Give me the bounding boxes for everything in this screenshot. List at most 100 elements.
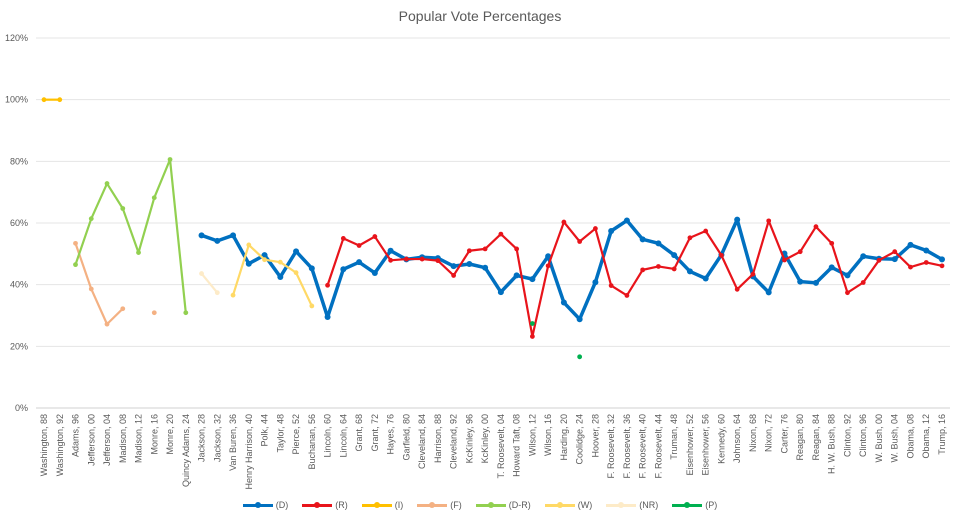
legend-swatch (475, 501, 506, 508)
legend-item: (I) (361, 500, 404, 510)
data-point (325, 282, 330, 288)
data-point (623, 217, 630, 224)
data-point (845, 290, 850, 296)
legend-label: (NR) (639, 500, 659, 510)
data-point (230, 292, 236, 298)
series-line (326, 219, 943, 338)
data-point (104, 181, 110, 186)
data-point (198, 232, 205, 239)
x-tick-label: Howard Taft, 08 (512, 414, 522, 477)
data-point (277, 273, 284, 280)
legend-item: (R) (302, 500, 348, 510)
data-point (262, 257, 267, 263)
x-tick-label: F. Roosevelt, 36 (622, 414, 632, 479)
x-tick-label: Reagan, 84 (811, 414, 821, 461)
x-tick-label: Hayes, 76 (386, 414, 396, 455)
x-tick-label: F. Roosevelt, 44 (653, 414, 663, 479)
chart-title: Popular Vote Percentages (398, 8, 562, 24)
x-tick-label: Jackson, 32 (212, 414, 222, 462)
data-point (199, 271, 204, 276)
data-point (577, 239, 583, 244)
series-line (232, 243, 313, 307)
data-point (719, 252, 724, 258)
data-point (561, 219, 567, 225)
data-point (812, 279, 819, 286)
data-point (939, 263, 945, 269)
data-point (151, 195, 157, 201)
data-point (593, 226, 598, 231)
x-tick-label: Jackson, 28 (197, 414, 207, 462)
x-tick-label: Coolidge, 24 (575, 414, 585, 465)
x-tick-label: Monre, 20 (165, 414, 175, 455)
data-point (73, 240, 78, 246)
series-line (200, 217, 943, 321)
data-point (73, 262, 78, 268)
x-tick-label: Monre, 16 (149, 414, 159, 455)
legend-label: (W) (577, 500, 593, 510)
data-point (261, 252, 268, 259)
data-point (120, 206, 126, 211)
data-point (624, 293, 630, 298)
data-point (104, 321, 110, 327)
data-point (891, 256, 898, 263)
data-point (829, 240, 835, 246)
x-tick-label: Garfield, 80 (401, 414, 411, 461)
x-tick-label: Eisenhower, 52 (685, 414, 695, 476)
data-point (529, 334, 535, 339)
x-tick-label: Obama, 08 (905, 414, 915, 459)
x-tick-label: Clinton, 92 (842, 414, 852, 457)
x-tick-label: Henry Harrison, 40 (244, 414, 254, 490)
x-tick-label: Adams, 96 (71, 414, 81, 457)
x-tick-label: Jefferson, 00 (86, 414, 96, 466)
data-point (513, 272, 520, 279)
data-point (41, 97, 47, 103)
data-point (766, 218, 772, 224)
data-point (671, 252, 678, 259)
x-tick-label: Obama, 12 (921, 414, 931, 459)
data-point (529, 276, 536, 283)
data-point (151, 310, 157, 316)
data-point (860, 280, 866, 285)
data-point (640, 267, 646, 273)
legend-swatch (672, 501, 703, 508)
data-point (356, 259, 363, 266)
x-tick-label: Trump, 16 (937, 414, 947, 455)
data-point (466, 261, 473, 268)
data-point (844, 272, 851, 279)
x-tick-label: Grant, 68 (354, 414, 364, 452)
legend-swatch (606, 501, 637, 508)
x-tick-label: Cleveland, 92 (449, 414, 459, 469)
x-tick-label: Quincy Adams, 24 (181, 414, 191, 487)
data-point (923, 260, 929, 265)
y-tick-label: 100% (5, 95, 28, 105)
data-point (214, 237, 221, 244)
x-tick-label: F. Roosevelt, 32 (606, 414, 616, 479)
y-tick-label: 0% (15, 403, 28, 413)
data-point (734, 286, 740, 292)
data-point (277, 259, 283, 265)
x-tick-label: Lincoln, 64 (338, 414, 348, 458)
data-point (451, 273, 457, 278)
legend-swatch (417, 501, 448, 508)
data-point (482, 246, 488, 252)
data-point (246, 242, 252, 248)
x-tick-label: Wilson, 12 (527, 414, 537, 456)
legend: (D) (R) (I) (F) (D-R) (W) (NR) (P) (0, 500, 960, 510)
data-point (608, 228, 615, 235)
series-line (200, 272, 219, 294)
data-point (686, 268, 693, 275)
x-tick-label: W. Bush, 04 (890, 414, 900, 463)
data-point (308, 265, 315, 272)
data-point (356, 243, 362, 248)
y-tick-label: 80% (10, 156, 28, 166)
series-line (74, 242, 124, 326)
x-tick-label: Hoover, 28 (590, 414, 600, 458)
x-tick-label: KcKinley, 96 (464, 414, 474, 463)
legend-label: (I) (394, 500, 404, 510)
legend-label: (P) (705, 500, 718, 510)
x-tick-label: Grant, 72 (370, 414, 380, 452)
x-tick-label: Washington, 92 (55, 414, 65, 476)
x-tick-label: Clinton, 96 (858, 414, 868, 457)
data-point (88, 216, 94, 222)
